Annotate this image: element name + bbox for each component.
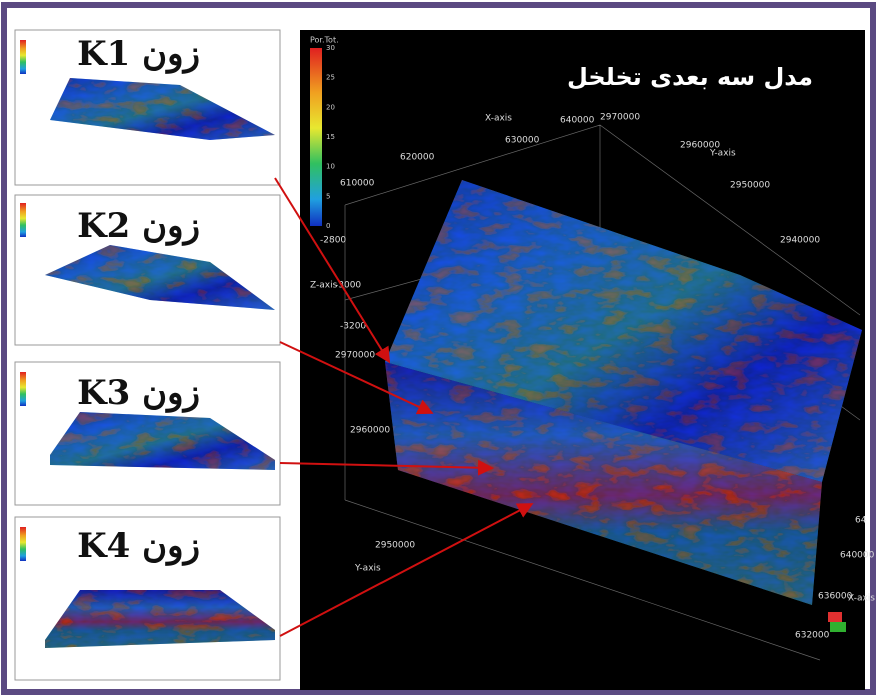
colorbar-tick: 25 bbox=[326, 74, 335, 82]
tick-label: 620000 bbox=[400, 153, 435, 163]
panel-label: زون K3 bbox=[77, 373, 200, 413]
tick-label: 610000 bbox=[340, 179, 375, 189]
tick-label: 636000 bbox=[818, 592, 853, 602]
tick-label: 632000 bbox=[795, 631, 830, 641]
axis-label: X-axis bbox=[848, 594, 875, 604]
tick-label: -2800 bbox=[320, 236, 346, 246]
tick-label: 64 bbox=[855, 516, 867, 526]
tick-label: 630000 bbox=[505, 136, 540, 146]
tick-label: 640000 bbox=[840, 551, 875, 561]
colorbar-tick: 20 bbox=[326, 103, 335, 111]
colorbar-tick: 0 bbox=[326, 222, 330, 230]
axis-label: X-axis bbox=[485, 114, 512, 124]
title: مدل سه بعدی تخلخل bbox=[567, 63, 813, 91]
tick-label: 640000 bbox=[560, 116, 595, 126]
colorbar-title: Por.Tot. bbox=[310, 36, 339, 45]
panel: زون K2 bbox=[14, 194, 281, 346]
panel: زون K1 bbox=[14, 29, 281, 186]
colorbar bbox=[310, 48, 322, 226]
panel-label: زون K2 bbox=[77, 206, 200, 246]
panel-label: زون K4 bbox=[77, 526, 200, 566]
tick-label: 2950000 bbox=[730, 181, 770, 191]
colorbar-tick: 15 bbox=[326, 133, 335, 141]
colorbar-tick: 5 bbox=[326, 192, 330, 200]
colorbar-tick: 10 bbox=[326, 163, 335, 171]
axis-label: Z-axis bbox=[310, 281, 338, 291]
tick-label: 2970000 bbox=[600, 113, 640, 123]
tick-label: -3000 bbox=[335, 281, 361, 291]
tick-label: 2960000 bbox=[350, 426, 390, 436]
colorbar-tick: 30 bbox=[326, 44, 335, 52]
panel: زون K3 bbox=[14, 361, 281, 506]
tick-label: 2960000 bbox=[680, 141, 720, 151]
tick-label: 2970000 bbox=[335, 351, 375, 361]
arrows bbox=[274, 177, 534, 637]
tick-label: -3200 bbox=[340, 322, 366, 332]
axis-label: Y-axis bbox=[354, 564, 381, 574]
axis-label: Y-axis bbox=[709, 149, 736, 159]
panel-label: زون K1 bbox=[77, 34, 200, 74]
tick-label: 2950000 bbox=[375, 541, 415, 551]
tick-label: 2940000 bbox=[780, 236, 820, 246]
panel: زون K4 bbox=[14, 516, 281, 681]
